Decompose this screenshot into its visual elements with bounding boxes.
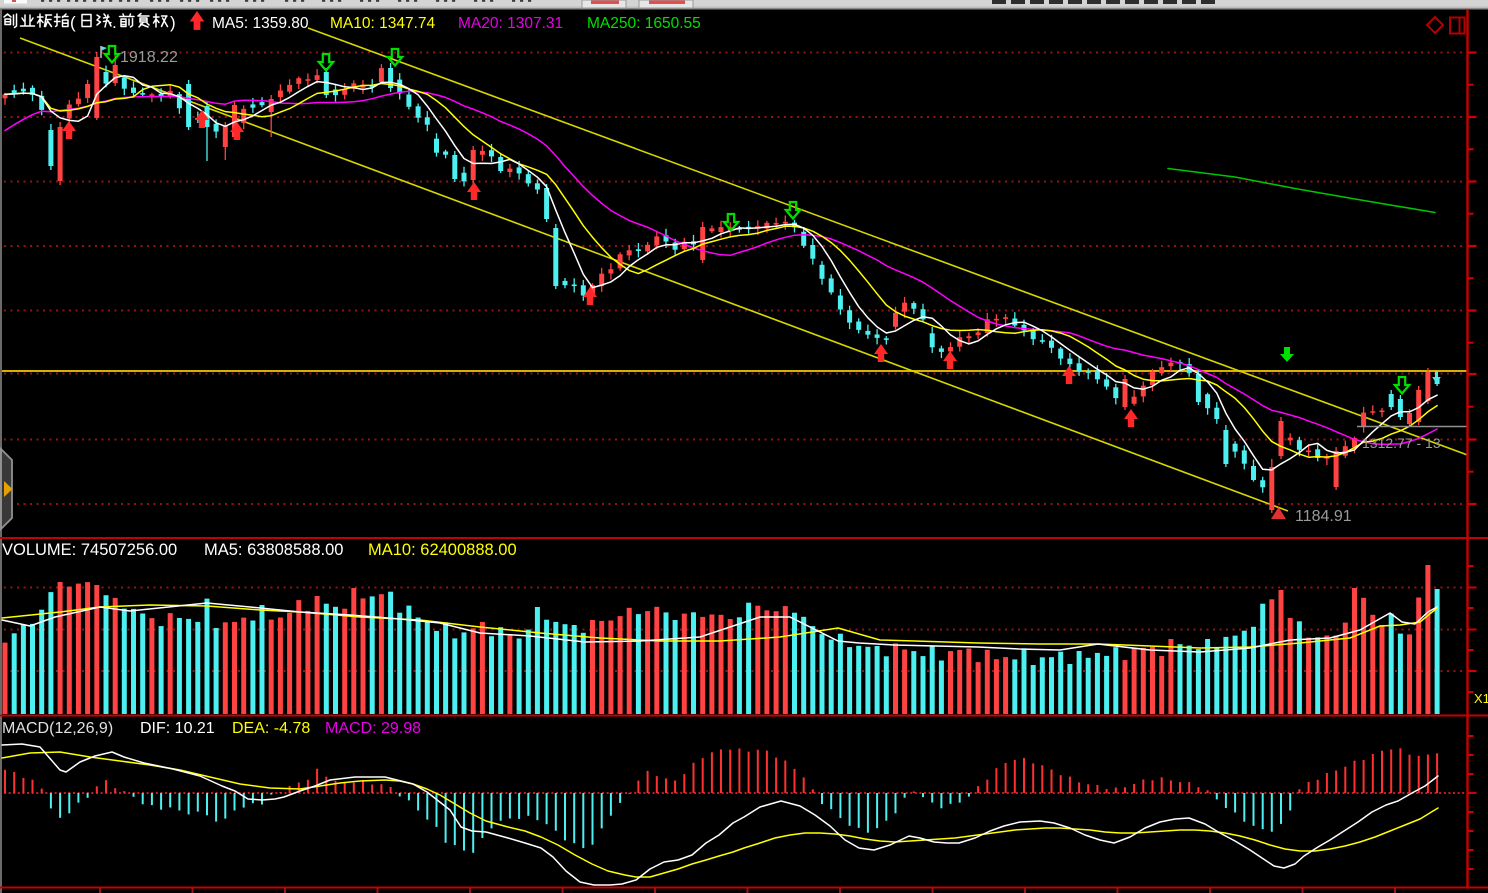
svg-text:VOLUME: 74507256.00: VOLUME: 74507256.00: [2, 541, 177, 559]
svg-text:.: .: [112, 13, 117, 32]
svg-text:MA10: 62400888.00: MA10: 62400888.00: [368, 541, 517, 559]
svg-text:MA250: 1650.55: MA250: 1650.55: [587, 15, 701, 32]
svg-text:DIF: 10.21: DIF: 10.21: [140, 720, 215, 737]
svg-text:): ): [170, 13, 176, 32]
svg-text:1918.22: 1918.22: [120, 49, 178, 66]
svg-text:MA10: 1347.74: MA10: 1347.74: [330, 15, 436, 32]
svg-text:MA20: 1307.31: MA20: 1307.31: [458, 15, 563, 32]
svg-text:MA5: 63808588.00: MA5: 63808588.00: [204, 541, 343, 559]
svg-text:MACD: 29.98: MACD: 29.98: [325, 720, 421, 737]
svg-text:MACD(12,26,9): MACD(12,26,9): [2, 720, 113, 737]
svg-text:1312.77 - 13: 1312.77 - 13: [1362, 435, 1441, 451]
svg-text:X1: X1: [1474, 691, 1488, 706]
svg-text:MA5: 1359.80: MA5: 1359.80: [212, 15, 309, 32]
svg-text:DEA: -4.78: DEA: -4.78: [232, 720, 310, 737]
svg-text:1184.91: 1184.91: [1295, 508, 1352, 525]
svg-text:(: (: [70, 13, 76, 32]
